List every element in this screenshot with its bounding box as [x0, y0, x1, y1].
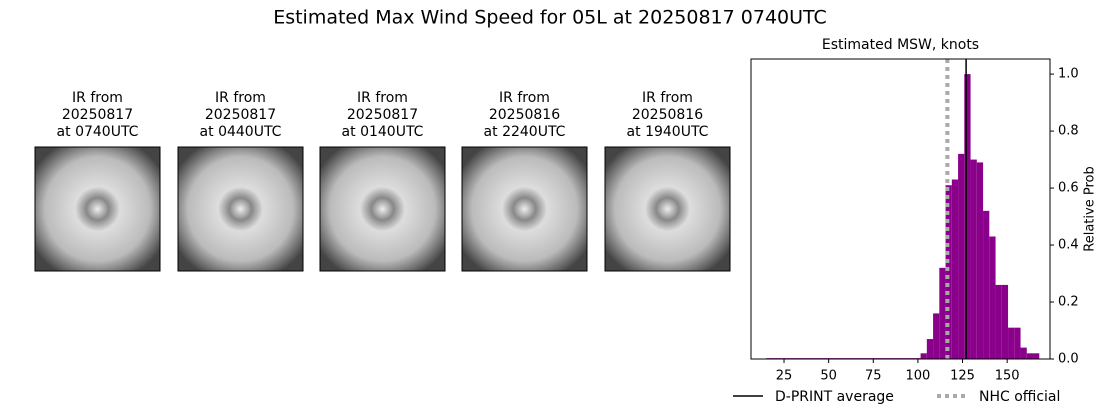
ir-image: [34, 146, 161, 272]
bar: [933, 313, 940, 359]
figure-title: Estimated Max Wind Speed for 05L at 2025…: [273, 7, 827, 29]
panel-label: at 0740UTC: [57, 124, 139, 140]
panel-label: IR from: [499, 90, 550, 106]
x-tick-label: 150: [995, 369, 1020, 384]
ir-image: [604, 146, 731, 272]
bar: [1001, 284, 1009, 359]
panel-label: at 1940UTC: [627, 124, 709, 140]
panel-label: at 2240UTC: [484, 124, 566, 140]
panel-label: 20250816: [632, 107, 703, 123]
ir-image: [319, 146, 446, 272]
bar: [958, 153, 965, 359]
bar: [983, 210, 990, 359]
bar: [1026, 353, 1034, 359]
legend-label: NHC official: [979, 389, 1060, 405]
y-tick-label: 0.0: [1058, 352, 1079, 367]
panel-label: IR from: [357, 90, 408, 106]
bar: [945, 185, 952, 359]
y-tick-label: 0.2: [1058, 295, 1079, 310]
bar: [964, 74, 971, 359]
bar: [1020, 347, 1027, 359]
legend-label: D-PRINT average: [775, 389, 894, 405]
panel-label: at 0140UTC: [342, 124, 424, 140]
bar: [970, 159, 977, 359]
panel-label: IR from: [642, 90, 693, 106]
bar: [951, 179, 959, 359]
panel-label: IR from: [72, 90, 123, 106]
panel-label: 20250817: [205, 107, 276, 123]
x-tick-label: 50: [820, 369, 837, 384]
y-tick-label: 0.4: [1058, 238, 1079, 253]
x-tick-label: 75: [865, 369, 882, 384]
x-tick-label: 25: [776, 369, 793, 384]
panel-label: 20250817: [347, 107, 418, 123]
y-tick-label: 0.6: [1058, 181, 1079, 196]
x-tick-label: 125: [950, 369, 975, 384]
chart-title: Estimated MSW, knots: [822, 37, 979, 53]
bar: [989, 236, 996, 359]
ir-image: [177, 146, 304, 272]
panel-label: 20250816: [489, 107, 560, 123]
bar: [1014, 327, 1021, 359]
panel-label: at 0440UTC: [200, 124, 282, 140]
plot-frame: [750, 58, 1051, 360]
panel-label: 20250817: [62, 107, 133, 123]
y-tick-label: 1.0: [1058, 67, 1079, 82]
bar: [939, 267, 946, 359]
bar: [1008, 327, 1015, 359]
y-tick-label: 0.8: [1058, 124, 1079, 139]
y-axis-label: Relative Prob: [1083, 166, 1098, 251]
bar: [1033, 353, 1040, 359]
bar: [920, 353, 927, 359]
bar: [976, 162, 984, 359]
x-tick-label: 100: [905, 369, 930, 384]
bar: [995, 284, 1002, 359]
ir-image: [461, 146, 588, 272]
bar: [926, 339, 934, 359]
panel-label: IR from: [215, 90, 266, 106]
